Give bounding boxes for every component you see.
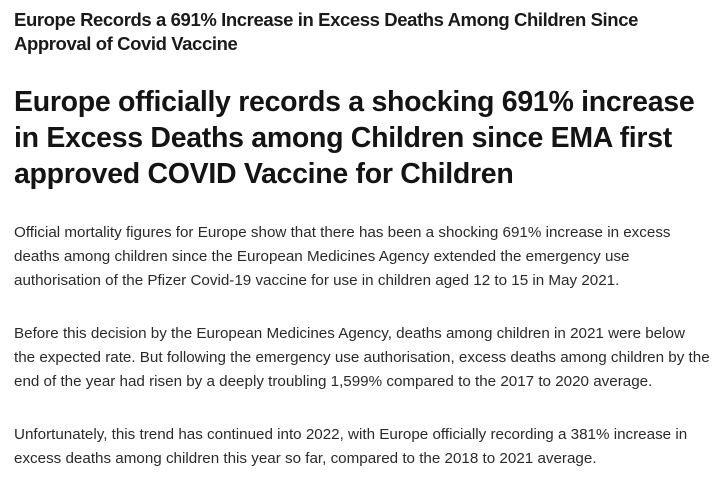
page-title: Europe Records a 691% Increase in Excess…: [14, 9, 638, 54]
article-paragraph-2: Before this decision by the European Med…: [14, 325, 710, 390]
article: Europe Records a 691% Increase in Excess…: [14, 8, 710, 471]
article-paragraph-3: Unfortunately, this trend has continued …: [14, 426, 688, 467]
article-paragraph-1: Official mortality figures for Europe sh…: [14, 224, 671, 289]
article-headline: Europe officially records a shocking 691…: [14, 86, 695, 190]
